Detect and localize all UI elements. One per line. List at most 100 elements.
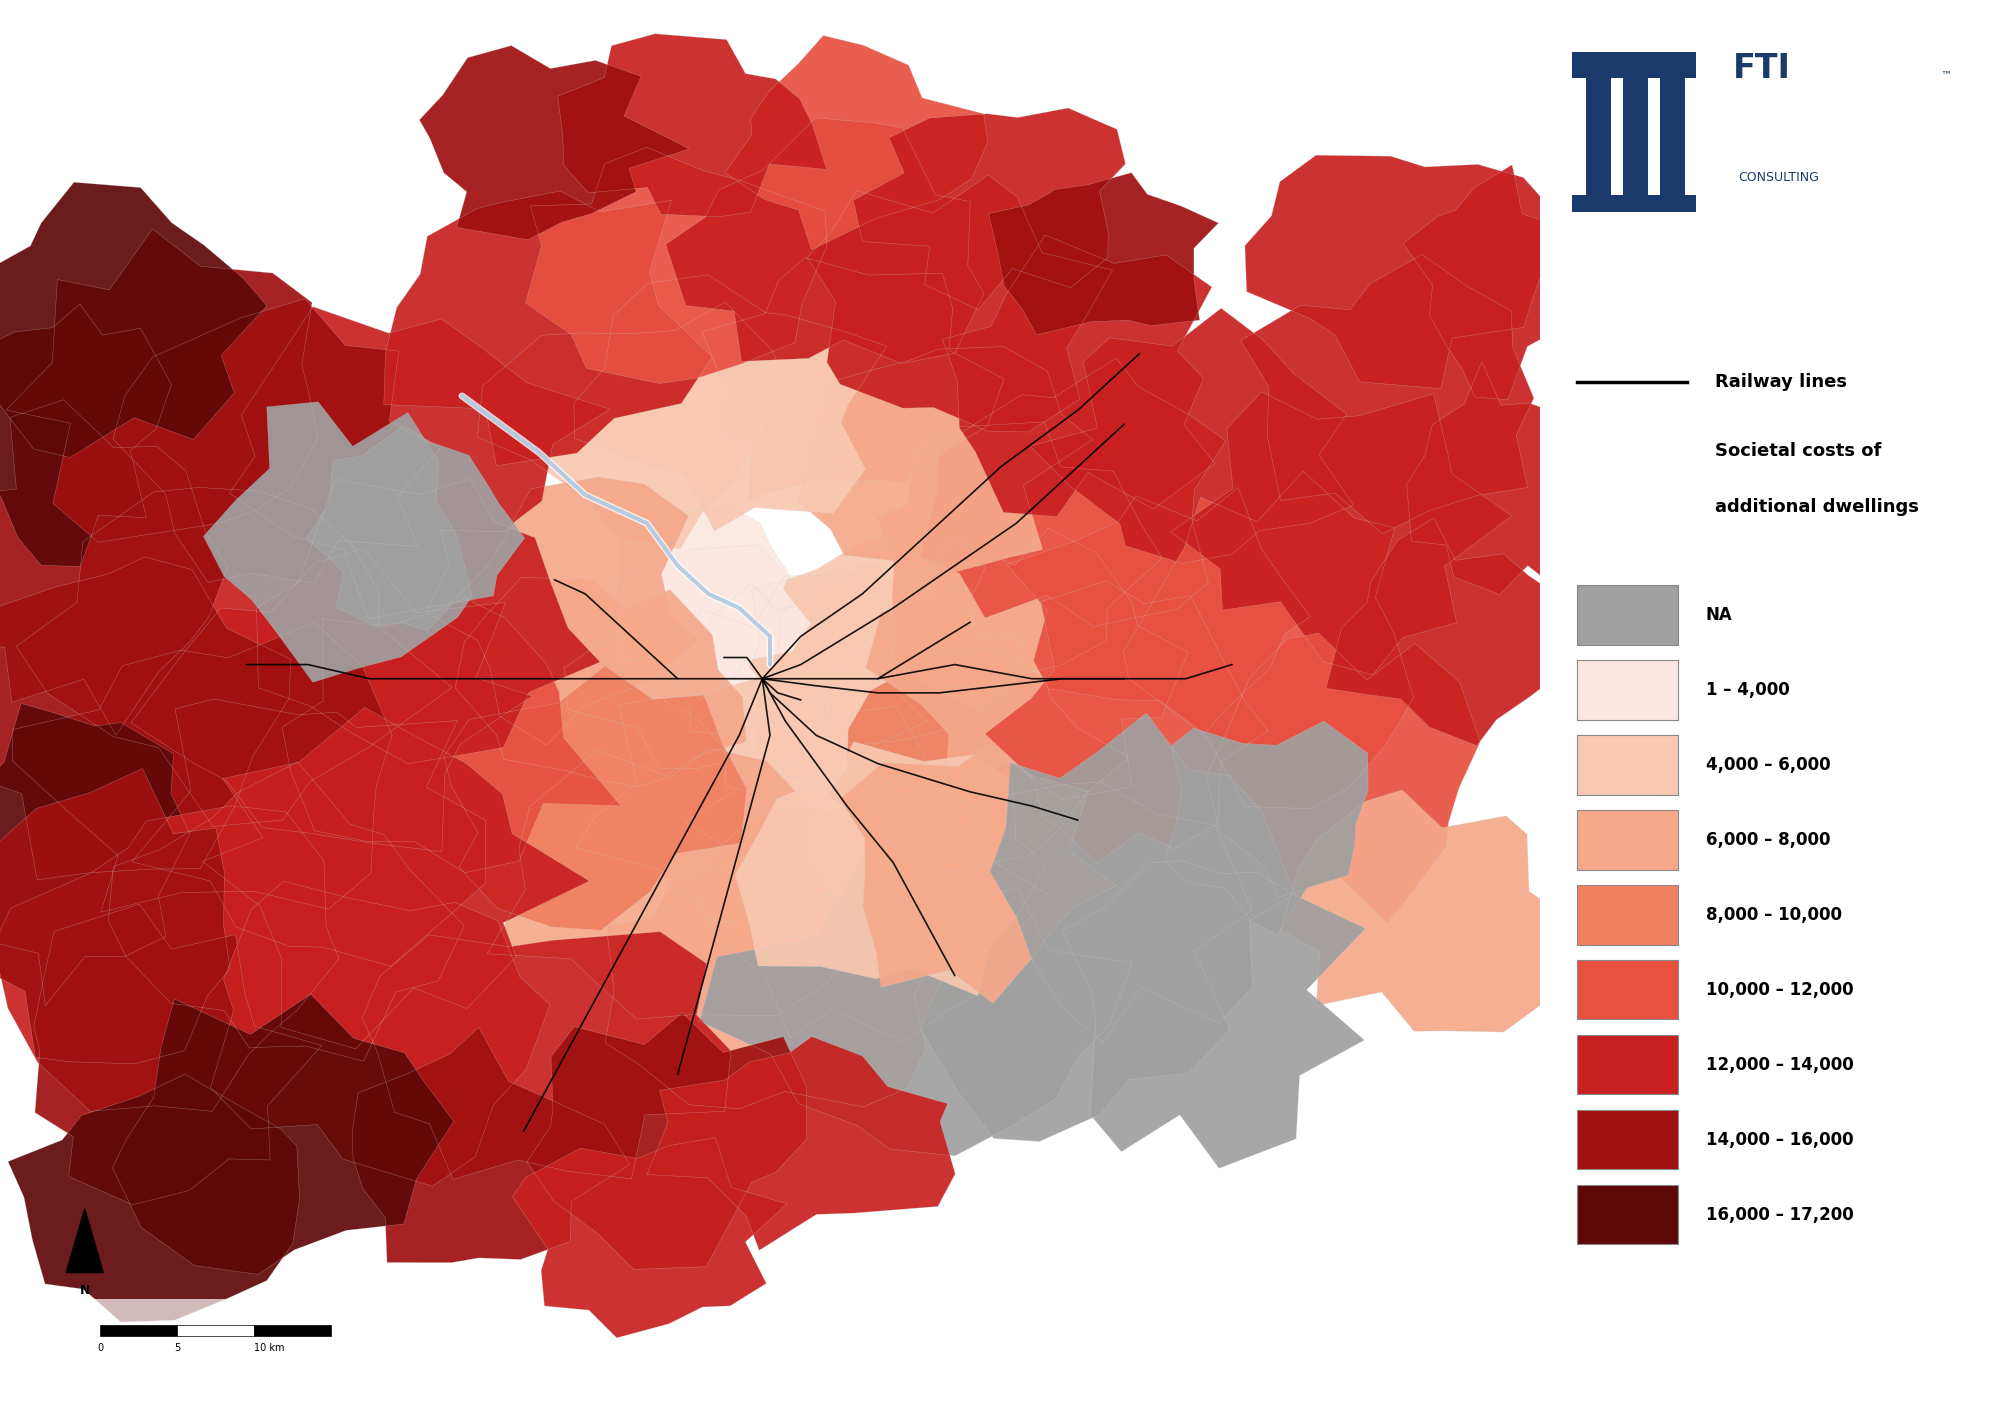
Polygon shape bbox=[0, 703, 190, 1005]
Polygon shape bbox=[478, 303, 788, 549]
Polygon shape bbox=[0, 806, 340, 1111]
Polygon shape bbox=[1206, 633, 1480, 923]
Polygon shape bbox=[984, 581, 1268, 863]
Text: 4,000 – 6,000: 4,000 – 6,000 bbox=[1706, 756, 1830, 773]
Polygon shape bbox=[666, 117, 984, 363]
Bar bbox=[1586, 78, 1612, 198]
Polygon shape bbox=[942, 235, 1214, 516]
Polygon shape bbox=[828, 650, 1130, 874]
Polygon shape bbox=[1406, 362, 1580, 595]
Bar bbox=[1622, 78, 1648, 198]
Text: 6,000 – 8,000: 6,000 – 8,000 bbox=[1706, 831, 1830, 848]
Polygon shape bbox=[0, 400, 228, 735]
Polygon shape bbox=[988, 173, 1218, 335]
Text: 1 – 4,000: 1 – 4,000 bbox=[1706, 682, 1790, 699]
Polygon shape bbox=[132, 549, 532, 851]
Polygon shape bbox=[306, 426, 524, 631]
Polygon shape bbox=[1062, 860, 1366, 1168]
Polygon shape bbox=[876, 421, 1162, 713]
Text: N: N bbox=[80, 1284, 90, 1297]
Polygon shape bbox=[8, 1075, 300, 1322]
Polygon shape bbox=[702, 257, 1004, 498]
Text: 5: 5 bbox=[174, 1343, 180, 1353]
Polygon shape bbox=[1404, 165, 1590, 400]
Polygon shape bbox=[1280, 790, 1572, 1032]
Polygon shape bbox=[512, 1138, 788, 1338]
Polygon shape bbox=[686, 706, 984, 950]
Bar bbox=[1576, 960, 1678, 1019]
Polygon shape bbox=[558, 34, 826, 216]
Text: 14,000 – 16,000: 14,000 – 16,000 bbox=[1706, 1131, 1854, 1148]
Polygon shape bbox=[798, 346, 1092, 574]
Polygon shape bbox=[606, 867, 948, 1109]
Polygon shape bbox=[210, 881, 550, 1186]
Polygon shape bbox=[132, 699, 486, 966]
Polygon shape bbox=[920, 782, 1252, 1141]
Polygon shape bbox=[1244, 156, 1562, 389]
Bar bbox=[254, 1325, 332, 1336]
Bar bbox=[1576, 585, 1678, 645]
Polygon shape bbox=[0, 768, 230, 1063]
Polygon shape bbox=[1166, 721, 1368, 935]
Text: additional dwellings: additional dwellings bbox=[1714, 498, 1918, 516]
Polygon shape bbox=[564, 544, 884, 785]
Polygon shape bbox=[352, 1028, 630, 1263]
Polygon shape bbox=[444, 666, 746, 930]
Polygon shape bbox=[426, 477, 700, 745]
Polygon shape bbox=[488, 748, 846, 1019]
Text: 0: 0 bbox=[98, 1343, 104, 1353]
Polygon shape bbox=[866, 529, 1188, 799]
Polygon shape bbox=[1008, 488, 1310, 734]
Polygon shape bbox=[736, 741, 1046, 995]
Polygon shape bbox=[114, 298, 440, 583]
Polygon shape bbox=[456, 577, 746, 786]
Polygon shape bbox=[362, 932, 730, 1179]
Polygon shape bbox=[750, 536, 1000, 745]
Polygon shape bbox=[648, 1036, 956, 1250]
Text: FTI: FTI bbox=[1734, 52, 1792, 85]
Polygon shape bbox=[1124, 471, 1414, 809]
Polygon shape bbox=[16, 488, 452, 827]
Bar bbox=[1576, 1185, 1678, 1244]
Polygon shape bbox=[112, 994, 454, 1274]
Polygon shape bbox=[808, 175, 1112, 433]
Text: 12,000 – 14,000: 12,000 – 14,000 bbox=[1706, 1056, 1854, 1073]
Polygon shape bbox=[990, 713, 1294, 1042]
Polygon shape bbox=[758, 563, 1024, 807]
Polygon shape bbox=[1030, 308, 1354, 563]
Polygon shape bbox=[0, 182, 268, 458]
Text: Societal costs of: Societal costs of bbox=[1714, 441, 1882, 460]
Polygon shape bbox=[384, 191, 712, 465]
Bar bbox=[1572, 52, 1696, 78]
Bar bbox=[1576, 660, 1678, 720]
Polygon shape bbox=[664, 575, 928, 805]
Polygon shape bbox=[726, 35, 988, 250]
Bar bbox=[1576, 1110, 1678, 1169]
Polygon shape bbox=[574, 274, 886, 530]
Polygon shape bbox=[6, 229, 318, 543]
Polygon shape bbox=[694, 783, 1052, 1042]
Polygon shape bbox=[920, 358, 1226, 626]
Bar bbox=[92, 1299, 338, 1353]
Polygon shape bbox=[854, 107, 1126, 310]
Text: CONSULTING: CONSULTING bbox=[1738, 171, 1818, 184]
Bar bbox=[1576, 810, 1678, 870]
Bar bbox=[1576, 885, 1678, 945]
Text: NA: NA bbox=[1706, 607, 1732, 624]
Polygon shape bbox=[528, 1012, 806, 1270]
Text: 10,000 – 12,000: 10,000 – 12,000 bbox=[1706, 981, 1854, 998]
Text: 10 km: 10 km bbox=[254, 1343, 284, 1353]
Polygon shape bbox=[1326, 518, 1564, 745]
Polygon shape bbox=[840, 744, 1116, 1004]
Text: ™: ™ bbox=[1940, 71, 1952, 81]
Polygon shape bbox=[256, 479, 600, 764]
Polygon shape bbox=[34, 904, 322, 1205]
Polygon shape bbox=[420, 45, 690, 240]
Polygon shape bbox=[12, 622, 392, 912]
Bar bbox=[178, 1325, 254, 1336]
Polygon shape bbox=[204, 402, 472, 683]
Bar bbox=[1576, 1035, 1678, 1094]
Polygon shape bbox=[674, 583, 860, 768]
Polygon shape bbox=[202, 707, 590, 1049]
Bar bbox=[1576, 735, 1678, 795]
